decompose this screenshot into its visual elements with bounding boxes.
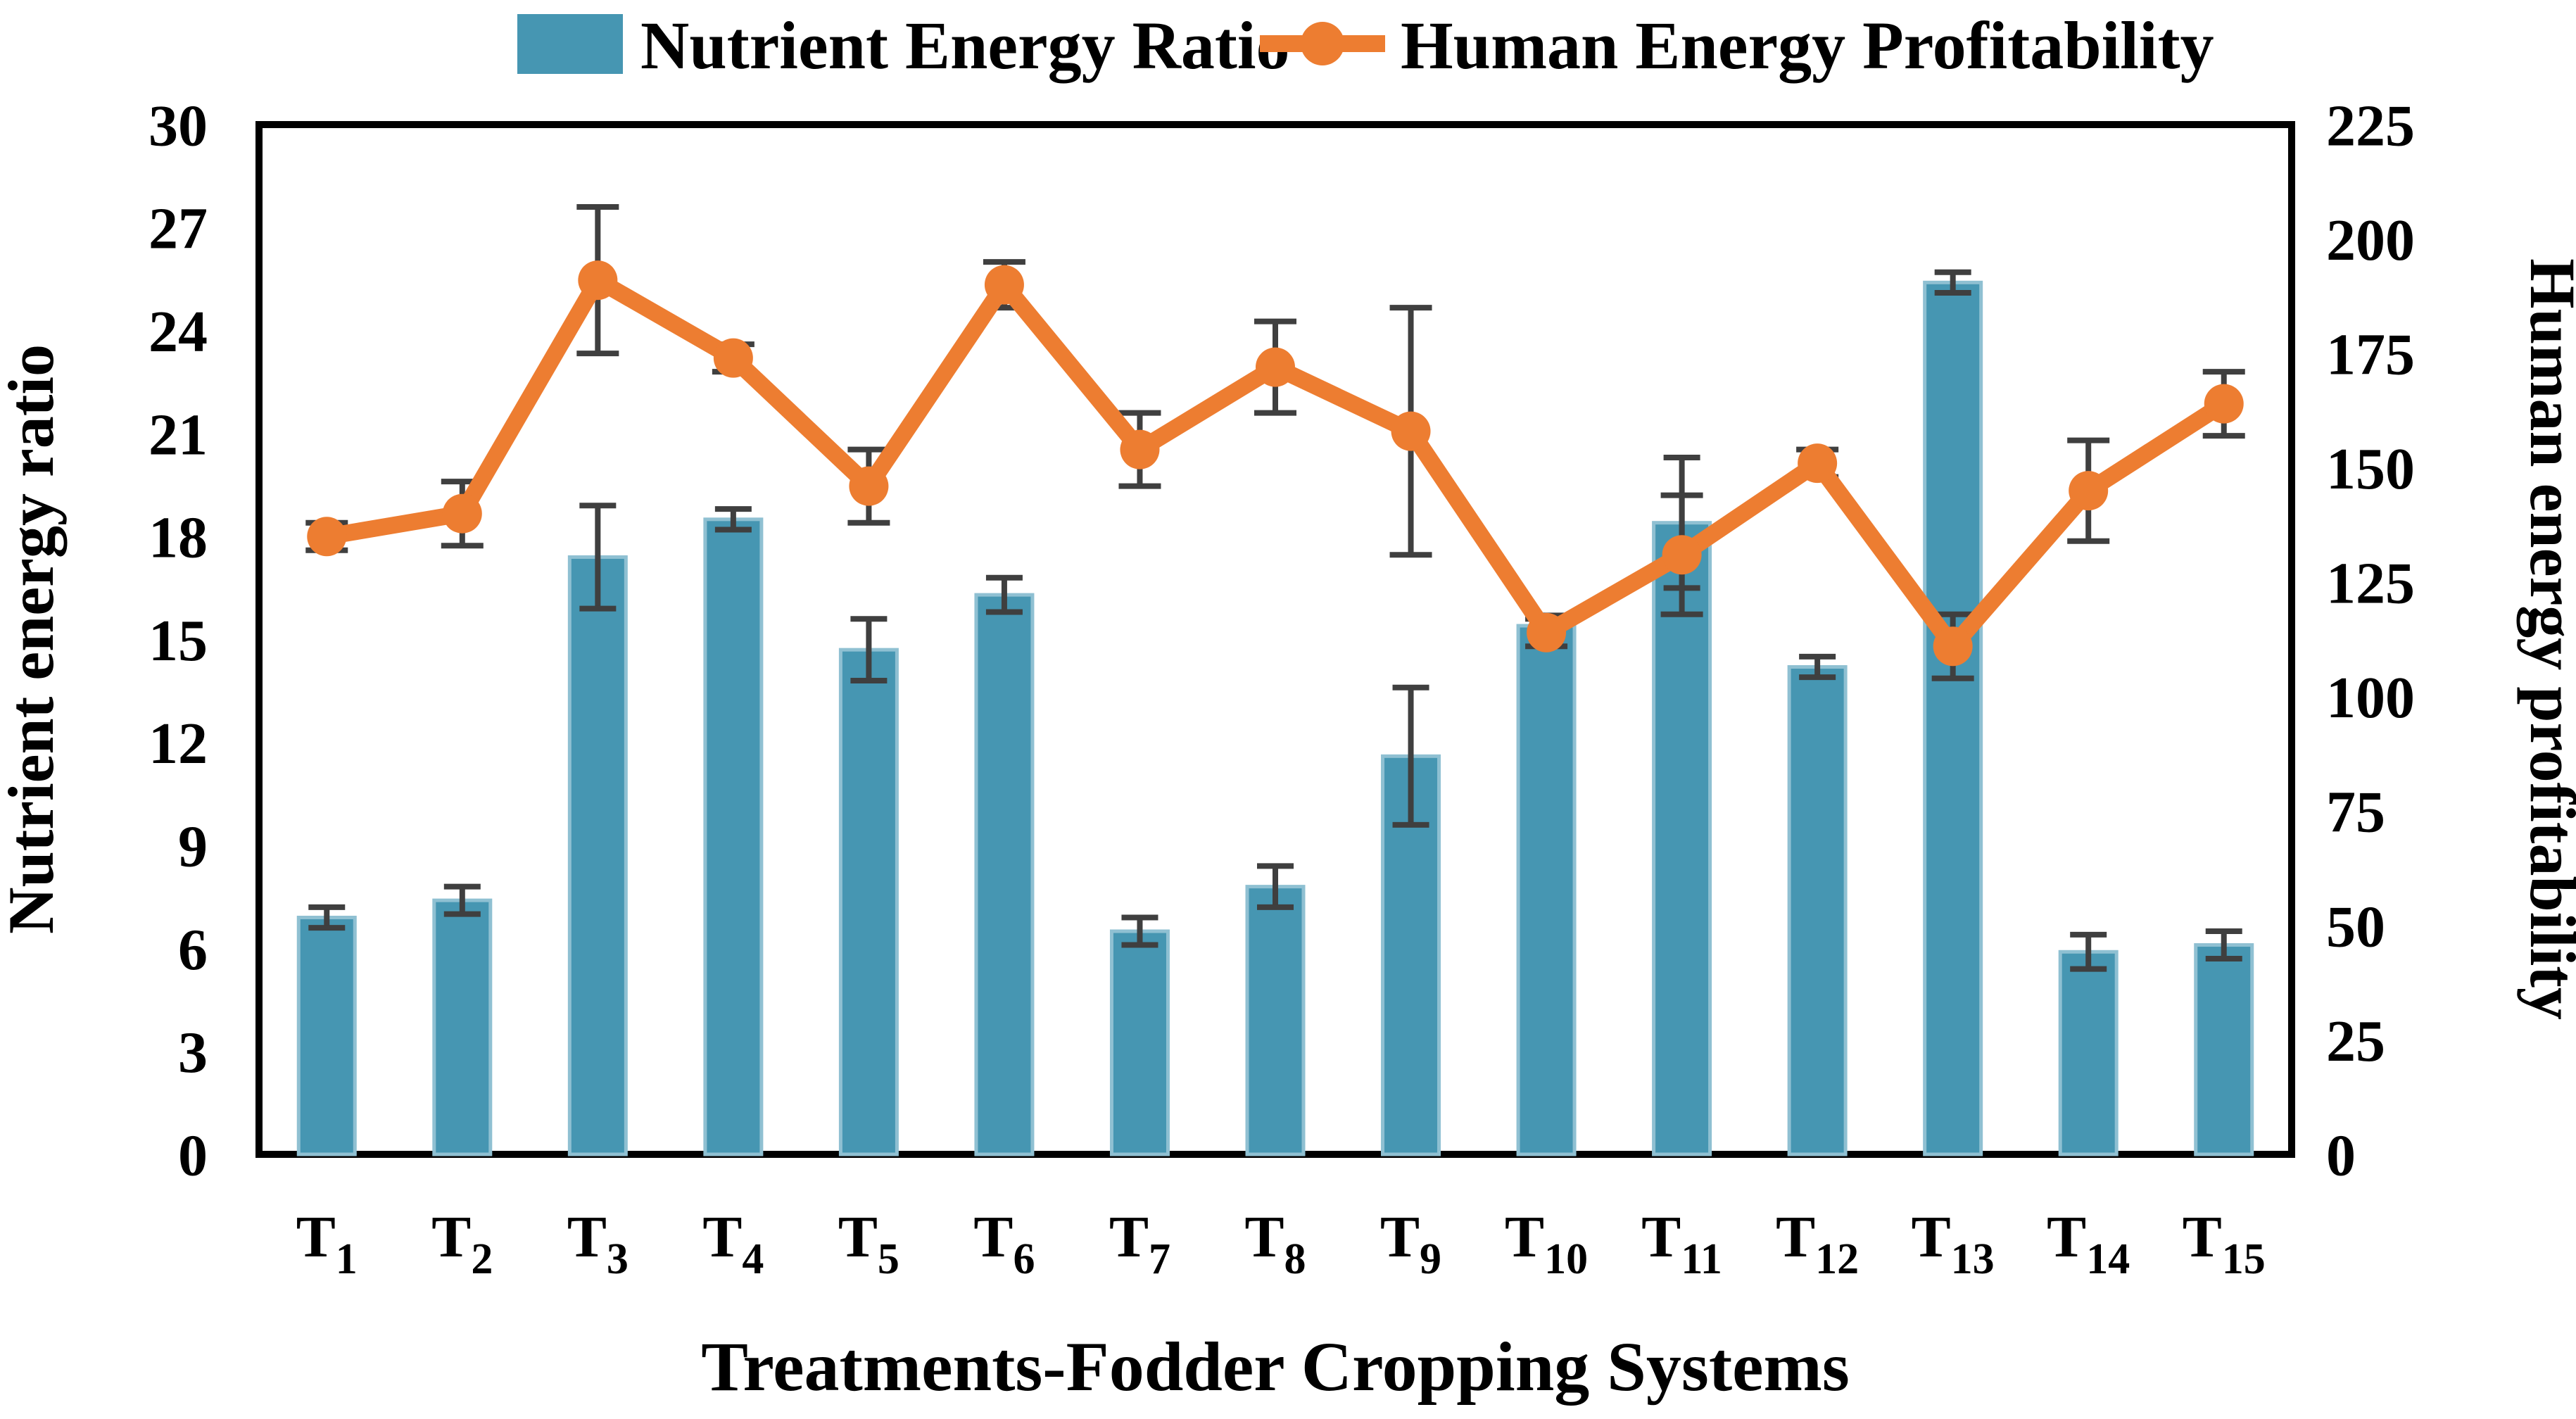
bar-T8 [1245,885,1306,1156]
bar-T15 [2194,943,2254,1156]
left-tick-label-15: 15 [149,608,208,674]
x-tick-label-T3: T3 [567,1204,629,1283]
line-marker-T10 [1527,612,1567,652]
x-tick-label-T12: T12 [1776,1204,1859,1283]
right-tick-label-100: 100 [2326,665,2415,731]
left-tick-label-24: 24 [149,299,208,365]
x-tick-label-T11: T11 [1641,1204,1722,1283]
legend-line-marker-icon [1301,22,1344,65]
chart-legend: Nutrient Energy Ratio Human Energy Profi… [517,8,2214,83]
line-marker-T14 [2069,471,2109,511]
x-tick-label-T5: T5 [838,1204,899,1283]
left-tick-label-9: 9 [178,814,208,880]
right-tick-label-50: 50 [2326,894,2385,959]
line-marker-T13 [1933,626,1973,667]
left-tick-label-3: 3 [178,1020,208,1085]
left-tick-label-21: 21 [149,402,208,467]
legend-bar-swatch [517,14,623,74]
bar-T1 [296,916,357,1156]
right-tick-label-0: 0 [2326,1123,2356,1188]
x-tick-label-T8: T8 [1244,1204,1306,1283]
bar-T14 [2058,950,2119,1156]
line-marker-T6 [984,265,1024,305]
x-tick-label-T4: T4 [702,1204,764,1283]
left-tick-label-12: 12 [149,711,208,776]
plot-area: 0 3 6 9 12 15 18 21 24 27 30 0 25 50 75 100 125 150 175 200… [149,93,2415,1283]
x-tick-label-T2: T2 [431,1204,493,1283]
right-tick-label-175: 175 [2326,322,2415,388]
legend-line-label: Human Energy Profitability [1401,8,2214,83]
line-marker-T1 [307,517,347,557]
line-marker-T9 [1391,411,1431,451]
x-tick-label-T1: T1 [296,1204,358,1283]
bar-T12 [1787,665,1848,1156]
bar-T11 [1652,521,1712,1156]
bar-T3 [567,555,628,1156]
right-tick-label-25: 25 [2326,1009,2385,1074]
x-tick-label-T9: T9 [1380,1204,1441,1283]
bar-T4 [703,517,764,1156]
x-axis-title: Treatments-Fodder Cropping Systems [701,1327,1850,1406]
left-tick-label-30: 30 [149,93,208,158]
line-marker-T12 [1798,443,1838,484]
right-axis-title: Human energy profitability [2517,258,2576,1020]
left-tick-label-18: 18 [149,505,208,571]
right-tick-label-150: 150 [2326,436,2415,502]
line-marker-T15 [2204,384,2244,424]
line-marker-T4 [713,338,753,378]
right-tick-label-200: 200 [2326,208,2415,273]
left-tick-label-6: 6 [178,917,208,983]
right-tick-label-125: 125 [2326,551,2415,617]
x-tick-label-T15: T15 [2183,1204,2266,1283]
bar-T5 [838,648,899,1156]
line-marker-T2 [442,493,482,534]
x-tick-label-T7: T7 [1109,1204,1170,1283]
x-tick-label-T14: T14 [2047,1204,2130,1283]
line-marker-T7 [1120,429,1160,469]
bar-T10 [1516,624,1577,1156]
legend-bar-label: Nutrient Energy Ratio [640,8,1290,83]
x-tick-label-T10: T10 [1505,1204,1588,1283]
bar-T6 [974,593,1035,1156]
line-marker-T8 [1256,347,1295,387]
right-tick-label-75: 75 [2326,780,2385,845]
line-marker-T11 [1662,535,1702,575]
left-tick-label-0: 0 [178,1123,208,1188]
bar-T13 [1923,280,1983,1156]
x-tick-label-T13: T13 [1912,1204,1995,1283]
bar-T7 [1109,929,1170,1156]
left-tick-label-27: 27 [149,196,208,262]
left-axis-title: Nutrient energy ratio [0,344,67,934]
right-tick-label-225: 225 [2326,93,2415,158]
line-marker-T5 [849,466,889,506]
line-marker-T3 [578,260,618,301]
x-tick-label-T6: T6 [973,1204,1035,1283]
bar-T2 [432,898,493,1156]
